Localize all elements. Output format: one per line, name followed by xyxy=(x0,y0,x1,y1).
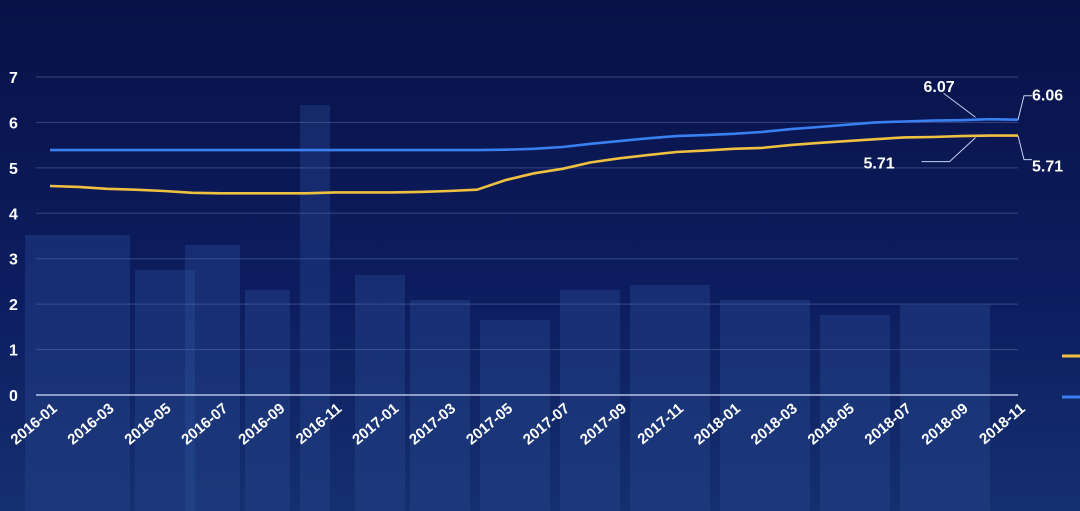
building-shape xyxy=(720,300,810,511)
building-shape xyxy=(820,315,890,511)
label-leader-line xyxy=(921,137,976,163)
series-line-2 xyxy=(50,117,1019,152)
city-decoration xyxy=(25,105,990,511)
building-shape xyxy=(410,300,470,511)
series-lines xyxy=(49,117,1019,195)
data-labels: 6.07 6.06 5.71 5.71 xyxy=(864,79,1064,175)
building-shape xyxy=(245,290,290,511)
building-shape xyxy=(630,285,710,511)
label-leader-line xyxy=(943,92,976,118)
label-leader-line xyxy=(1017,135,1032,161)
y-axis-ticks: 0 1 2 3 4 5 6 7 xyxy=(9,70,18,405)
building-shape xyxy=(25,235,130,511)
legend xyxy=(1062,354,1080,399)
building-shape xyxy=(355,275,405,511)
y-tick-label: 5 xyxy=(9,161,18,178)
y-tick-label: 7 xyxy=(9,70,18,87)
data-label: 6.07 xyxy=(924,79,955,96)
y-tick-label: 4 xyxy=(9,206,18,223)
data-label: 5.71 xyxy=(864,156,895,173)
y-tick-label: 0 xyxy=(9,388,18,405)
building-shape xyxy=(300,105,330,511)
grid-lines xyxy=(36,76,1018,396)
y-tick-label: 1 xyxy=(9,343,18,360)
y-tick-label: 3 xyxy=(9,252,18,269)
label-leader-line xyxy=(1017,95,1032,120)
building-shape xyxy=(900,305,990,511)
building-shape xyxy=(480,320,550,511)
series-line-1 xyxy=(49,134,1018,195)
building-shape xyxy=(560,290,620,511)
data-label: 5.71 xyxy=(1032,159,1063,176)
data-label: 6.06 xyxy=(1032,88,1063,105)
y-tick-label: 6 xyxy=(9,115,18,132)
building-shape xyxy=(185,245,240,511)
y-tick-label: 2 xyxy=(9,297,18,314)
